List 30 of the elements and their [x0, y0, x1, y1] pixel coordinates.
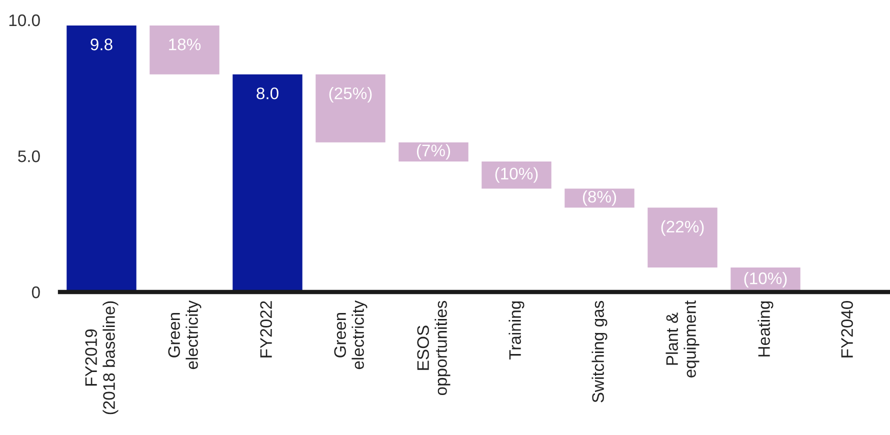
x-tick-label: FY2022 [260, 301, 272, 358]
x-tick-label: Green electricity [334, 300, 368, 370]
bar [316, 74, 386, 142]
x-tick-label: Switching gas [592, 300, 608, 402]
y-tick-label: 10.0 [9, 14, 40, 26]
data-label: 9.8 [90, 38, 112, 50]
bar [482, 161, 552, 189]
x-tick-label: FY2040 [841, 300, 853, 358]
x-tick-label: Training [508, 301, 524, 360]
annotation: (25%) [329, 87, 372, 103]
data-label: 8.0 [256, 87, 278, 100]
annotation: 18% [169, 38, 201, 50]
annotation: (8%) [582, 190, 616, 206]
bar [232, 74, 302, 292]
annotation: (7%) [416, 144, 450, 160]
y-tick-label: 5.0 [18, 150, 40, 162]
annotation: (22%) [661, 220, 704, 236]
bar [398, 142, 468, 162]
annotation: (10%) [744, 272, 787, 288]
x-tick-label: ESOS opportunities [417, 300, 450, 396]
annotation: (10%) [495, 167, 538, 183]
bar [648, 208, 718, 268]
x-tick-label: Heating [758, 301, 774, 356]
x-tick-label: FY2019 (2018 baseline) [85, 301, 118, 414]
y-tick-label: 0 [32, 286, 40, 298]
bar [564, 188, 634, 208]
bar [150, 25, 220, 74]
x-tick-label: Green electricity [168, 300, 202, 370]
x-tick-label: Plant & equipment [666, 300, 700, 378]
bar [66, 25, 136, 292]
